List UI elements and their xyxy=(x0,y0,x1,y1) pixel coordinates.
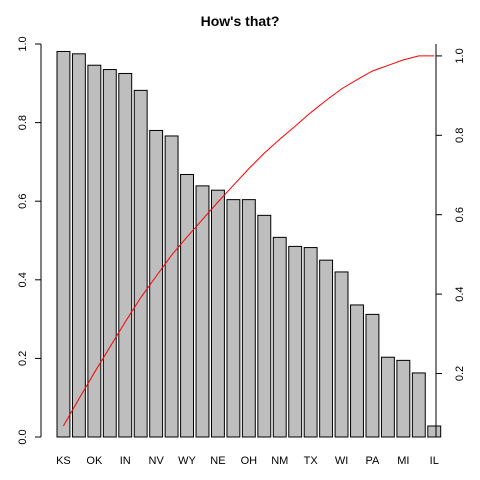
left-tick-label: 0.2 xyxy=(17,351,29,366)
bar-2 xyxy=(87,64,102,438)
left-y-axis: 0.0 0.2 0.4 0.6 0.8 1.0 xyxy=(17,36,42,445)
bar-21 xyxy=(380,356,395,438)
x-tick-label: WY xyxy=(178,455,196,467)
bar-10 xyxy=(211,189,225,438)
bar-20 xyxy=(365,313,380,438)
chart-title: How's that? xyxy=(201,13,280,29)
x-tick-label: MI xyxy=(397,455,409,467)
x-tick-label: IL xyxy=(430,455,439,467)
x-tick-label: PA xyxy=(366,455,381,467)
left-tick-label: 0.4 xyxy=(17,272,29,287)
x-tick-label: TX xyxy=(304,455,319,467)
bar-11 xyxy=(226,199,241,438)
x-tick-label: NV xyxy=(149,455,165,467)
bar-9 xyxy=(195,185,210,438)
left-tick-label: 0.6 xyxy=(17,194,29,209)
bar-22 xyxy=(396,359,411,438)
x-tick-label: OH xyxy=(241,455,258,467)
right-y-axis: 0.2 0.4 0.6 0.8 1.0 xyxy=(435,44,466,437)
bar-5 xyxy=(133,89,148,438)
bar-16 xyxy=(303,247,318,438)
bar-13 xyxy=(257,214,272,438)
right-tick-label: 1.0 xyxy=(454,48,466,63)
bar-14 xyxy=(272,236,287,438)
cumulative-line-0 xyxy=(63,55,435,427)
bar-0 xyxy=(56,50,71,438)
right-tick-label: 0.6 xyxy=(454,207,466,222)
x-tick-label: IN xyxy=(120,455,131,467)
left-tick-label: 1.0 xyxy=(17,36,29,51)
left-tick-label: 0.8 xyxy=(17,115,29,130)
x-tick-label: NE xyxy=(210,455,225,467)
x-tick-label: NM xyxy=(271,455,288,467)
bar-12 xyxy=(241,199,256,438)
x-tick-label: OK xyxy=(86,455,103,467)
bar-1 xyxy=(71,53,86,438)
bar-8 xyxy=(180,173,195,438)
right-tick-label: 0.8 xyxy=(454,128,466,143)
bar-24 xyxy=(427,425,442,438)
bar-4 xyxy=(118,72,133,438)
bar-3 xyxy=(102,69,117,438)
x-tick-label: WI xyxy=(335,455,348,467)
bar-18 xyxy=(334,271,349,438)
bar-6 xyxy=(149,129,164,438)
bar-23 xyxy=(411,372,426,438)
bar-19 xyxy=(350,304,364,438)
line-layer xyxy=(63,55,435,427)
bar-15 xyxy=(288,245,303,438)
left-tick-label: 0.0 xyxy=(17,429,29,444)
bar-7 xyxy=(164,135,179,438)
right-tick-label: 0.2 xyxy=(454,366,466,381)
x-tick-label: KS xyxy=(56,455,71,467)
bars-layer xyxy=(56,50,442,438)
bar-17 xyxy=(319,259,334,438)
right-tick-label: 0.4 xyxy=(454,286,466,301)
x-axis-labels: KS OK IN NV WY NE OH NM TX WI PA MI IL xyxy=(56,455,439,467)
